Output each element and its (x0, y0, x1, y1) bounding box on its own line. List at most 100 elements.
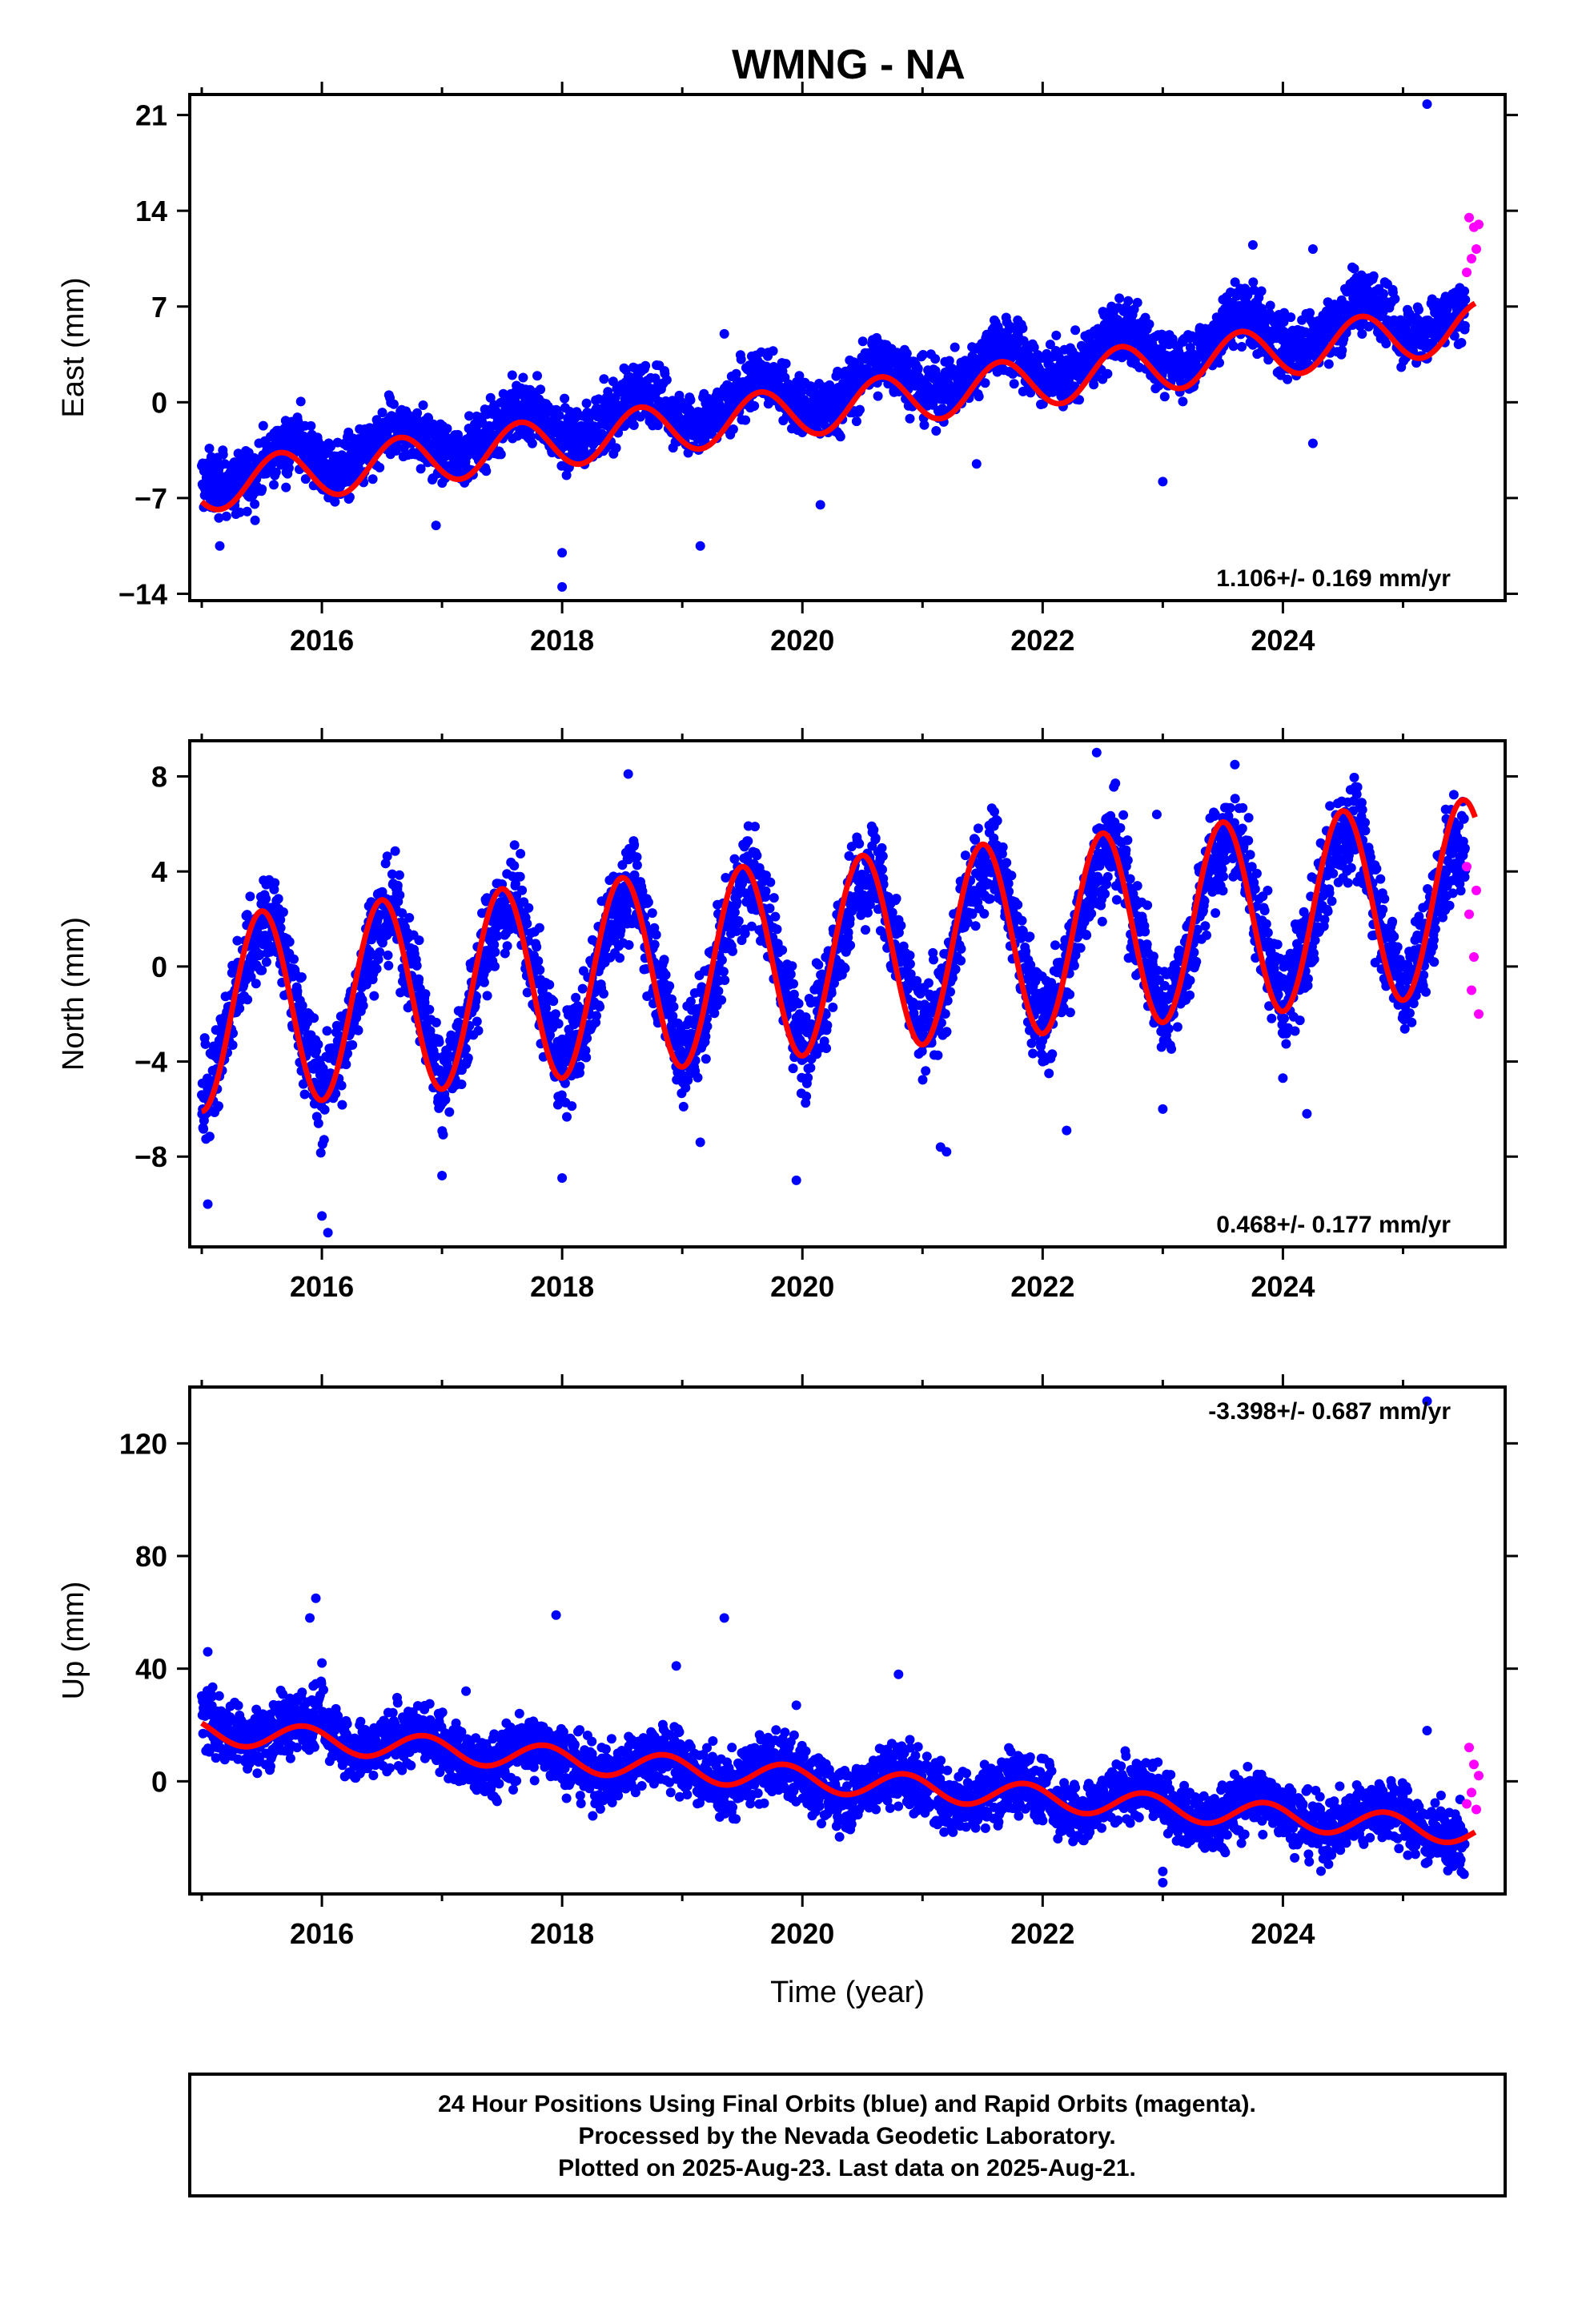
final-point (917, 350, 928, 360)
final-point (235, 1003, 245, 1014)
final-point (1249, 285, 1259, 296)
final-point (1159, 392, 1170, 402)
final-point (649, 939, 660, 950)
final-point (414, 974, 424, 984)
final-point (1008, 368, 1018, 379)
final-point (496, 449, 506, 460)
final-point (412, 960, 422, 971)
y-tick-label: 0 (151, 386, 167, 419)
final-point (1456, 338, 1467, 348)
final-point (267, 458, 278, 468)
final-point (1144, 319, 1154, 329)
final-point (214, 1101, 223, 1112)
x-tick-label: 2016 (290, 624, 354, 657)
final-point (551, 1009, 560, 1019)
final-point (1460, 295, 1471, 305)
final-point (595, 1002, 605, 1012)
final-point (431, 1017, 441, 1027)
final-point (659, 955, 669, 965)
x-tick-label: 2018 (530, 624, 594, 657)
final-point (420, 989, 431, 999)
final-point (492, 931, 503, 941)
final-point (444, 1107, 455, 1117)
final-point (250, 515, 260, 525)
final-point (245, 891, 255, 902)
final-point (395, 890, 405, 900)
final-point (1102, 368, 1113, 379)
final-point (313, 1039, 323, 1050)
final-point (652, 420, 663, 431)
final-point (315, 1148, 326, 1158)
final-point (271, 467, 281, 477)
final-point (375, 462, 385, 472)
final-point (624, 940, 634, 950)
final-point (632, 860, 642, 870)
rapid-point (1464, 212, 1474, 223)
final-point (564, 407, 575, 416)
panel-frame (188, 93, 1507, 602)
final-point (621, 906, 632, 916)
final-point (581, 1052, 592, 1063)
final-point (387, 869, 397, 879)
final-point (251, 979, 261, 989)
final-point (857, 336, 868, 347)
final-point (442, 424, 452, 434)
outlier-point (719, 328, 729, 339)
final-point (472, 1016, 482, 1027)
final-point (418, 400, 428, 410)
final-point (1237, 342, 1247, 352)
final-point (412, 408, 423, 418)
final-point (1279, 317, 1289, 327)
final-point (281, 482, 291, 493)
final-point (1029, 342, 1039, 352)
final-point (306, 420, 316, 431)
final-point (269, 480, 279, 490)
final-point (227, 1040, 238, 1050)
y-tick-label: 7 (151, 291, 167, 324)
y-tick-label: 21 (135, 99, 167, 132)
final-point (369, 991, 379, 1001)
final-point (319, 1135, 329, 1145)
final-point (629, 839, 640, 850)
final-point (319, 1104, 330, 1115)
final-point (382, 851, 392, 862)
final-point (930, 354, 941, 364)
final-point (273, 894, 283, 904)
final-point (347, 1039, 358, 1050)
final-point (489, 939, 500, 950)
final-point (388, 399, 399, 409)
final-point (1449, 331, 1460, 341)
final-point (383, 950, 393, 960)
final-point (532, 942, 542, 952)
final-point (548, 996, 559, 1007)
final-point (873, 391, 883, 401)
final-point (522, 919, 532, 929)
final-point (580, 1045, 591, 1055)
final-point (326, 441, 335, 452)
final-point (1132, 297, 1142, 308)
rapid-point (1467, 254, 1476, 263)
final-point (516, 849, 526, 858)
final-point (1070, 325, 1081, 336)
final-point (629, 870, 640, 880)
final-point (1323, 359, 1334, 369)
final-point (931, 426, 942, 436)
final-point (440, 1095, 451, 1105)
outlier-point (557, 548, 568, 558)
final-point (416, 464, 426, 474)
final-point (855, 404, 865, 415)
final-point (377, 887, 387, 897)
final-point (517, 885, 528, 895)
final-point (322, 1026, 332, 1036)
final-point (1228, 341, 1239, 352)
final-point (1018, 386, 1028, 396)
final-point (255, 949, 265, 959)
final-point (616, 925, 626, 935)
final-point (296, 972, 307, 983)
final-point (1215, 358, 1224, 368)
final-point (1045, 340, 1055, 350)
final-point (257, 484, 267, 494)
final-point (913, 364, 923, 374)
outlier-point (971, 459, 982, 469)
final-point (905, 413, 915, 424)
